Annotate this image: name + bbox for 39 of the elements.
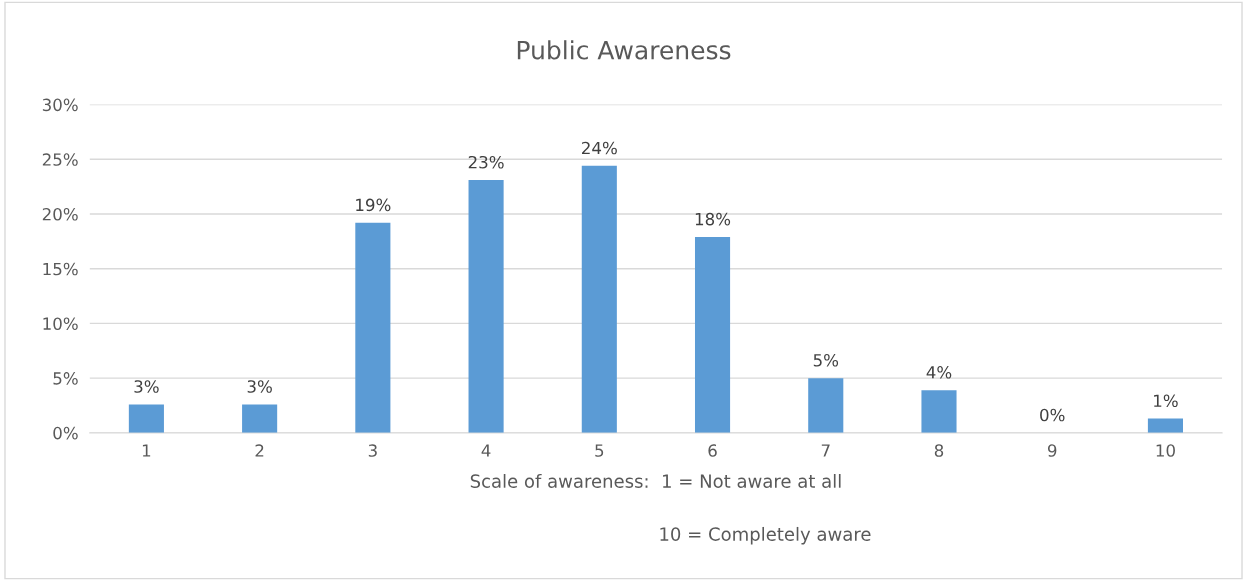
data-label: 24% (582, 141, 617, 155)
bar (242, 404, 278, 433)
data-label: 5% (813, 353, 839, 367)
y-tick-label: 0% (53, 426, 78, 440)
data-label: 4% (926, 366, 952, 379)
bar (581, 165, 617, 433)
y-tick-label: 15% (43, 262, 78, 276)
bar (468, 180, 504, 433)
y-tick-label: 30% (42, 98, 78, 112)
bar (808, 378, 844, 433)
x-axis-title: Scale of awareness: 1 = Not aware at all (470, 473, 841, 488)
chart-title: Public Awareness (517, 40, 731, 60)
data-label: 3% (134, 380, 159, 393)
y-tick-label: 10% (43, 317, 78, 330)
x-tick-label: 2 (255, 444, 264, 457)
data-label: 1% (1154, 394, 1178, 408)
text: 10 = Completely aware (660, 526, 871, 545)
x-tick-label: 7 (821, 444, 830, 457)
x-tick-label: 9 (1047, 444, 1057, 457)
bar (1147, 418, 1183, 433)
data-label: 3% (247, 380, 272, 393)
data-label: 18% (695, 212, 731, 226)
bar (921, 390, 957, 433)
bar (355, 222, 391, 433)
x-tick-label: 4 (481, 444, 491, 457)
x-tick-label: 5 (595, 444, 604, 457)
data-label: 23% (468, 155, 504, 169)
y-tick-label: 5% (53, 372, 78, 385)
x-tick-label: 8 (934, 444, 944, 457)
y-tick-label: 20% (42, 207, 78, 221)
x-tick-label: 3 (368, 444, 377, 457)
x-tick-label: 10 (1156, 444, 1175, 457)
y-tick-label: 25% (42, 153, 78, 166)
bar (128, 404, 164, 433)
x-tick-label: 6 (708, 444, 717, 457)
data-label: 0% (1040, 408, 1065, 422)
data-label: 19% (356, 198, 391, 212)
bar (694, 236, 731, 433)
x-tick-label: 1 (142, 444, 151, 457)
